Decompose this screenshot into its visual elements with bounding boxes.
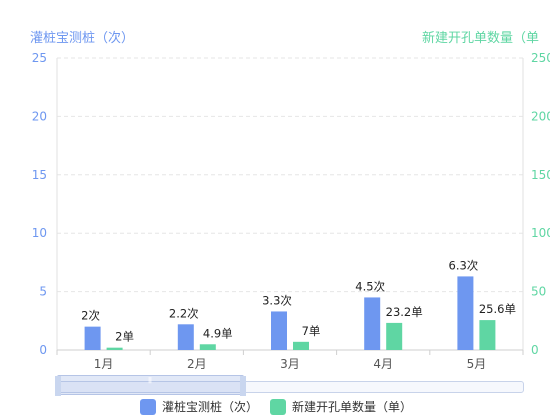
axis-layer: 0 0 5 50 10 100 15 150 20 200 25 250 1月 2月 3月 4月 5月 [32,51,550,371]
bar-series-1 [364,297,381,350]
data-label-series-1: 6.3次 [449,258,479,272]
bar-series-1 [84,326,101,350]
right-tick-label: 150 [531,168,550,182]
x-category-label: 1月 [94,357,114,371]
right-tick-label: 250 [531,51,550,65]
data-zoom-window[interactable]: ||| [55,375,246,396]
left-tick-label: 25 [32,51,47,65]
left-tick-label: 15 [32,168,47,182]
bar-series-2 [479,320,496,350]
right-tick-label: 100 [531,226,550,240]
data-zoom-right-handle[interactable] [239,376,246,396]
right-tick-label: 200 [531,109,550,123]
left-axis-title: 灌桩宝测桩（次） [30,30,134,46]
right-tick-label: 50 [531,285,546,299]
data-zoom-grip-icon[interactable]: ||| [148,377,152,384]
legend-item-series-2[interactable]: 新建开孔单数量（单） [270,398,412,415]
data-label-series-1: 3.3次 [262,293,292,307]
bar-series-2 [386,322,403,350]
x-category-label: 2月 [187,357,207,371]
data-label-series-2: 4.9单 [203,326,233,340]
bar-series-1 [457,276,474,350]
bar-series-2 [199,344,216,350]
legend-swatch-series-1 [140,398,156,415]
x-category-label: 4月 [373,357,393,371]
legend: 灌桩宝测桩（次） 新建开孔单数量（单） [140,398,424,415]
bar-series-1 [177,324,194,350]
data-zoom-slider[interactable]: ||| [55,375,524,396]
data-label-series-2: 7单 [302,324,321,338]
bar-series-2 [293,341,309,350]
data-label-series-1: 2.2次 [169,306,199,320]
data-label-series-2: 25.6单 [479,302,516,316]
legend-label-series-1: 灌桩宝测桩（次） [162,400,259,414]
left-tick-label: 10 [32,226,47,240]
right-axis-title: 新建开孔单数量（单 [422,30,539,46]
x-category-label: 3月 [280,357,300,371]
bar-layer [84,276,496,350]
grid-layer [57,57,523,293]
data-zoom-left-handle[interactable] [55,376,61,396]
legend-swatch-series-2 [270,398,287,415]
bar-series-1 [271,311,287,350]
right-tick-label: 0 [531,343,539,357]
bar-series-2 [106,347,123,350]
data-label-series-1: 2次 [81,309,100,323]
left-tick-label: 0 [39,343,47,357]
left-tick-label: 20 [32,109,47,123]
data-label-series-1: 4.5次 [355,279,385,293]
x-category-label: 5月 [467,357,487,371]
data-label-series-2: 23.2单 [386,305,423,319]
legend-item-series-1[interactable]: 灌桩宝测桩（次） [140,398,258,415]
legend-label-series-2: 新建开孔单数量（单） [292,400,413,414]
left-tick-label: 5 [39,285,47,299]
data-label-series-2: 2单 [115,330,134,344]
